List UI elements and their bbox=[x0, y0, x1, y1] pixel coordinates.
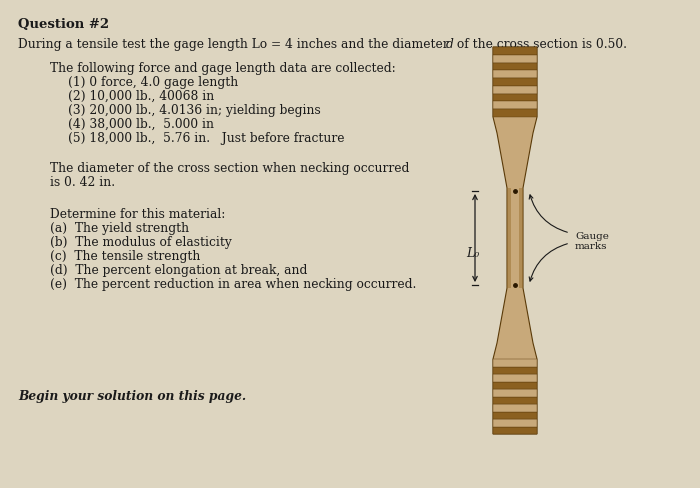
Text: (c)  The tensile strength: (c) The tensile strength bbox=[50, 249, 200, 263]
Text: (5) 18,000 lb.,  5.76 in.   Just before fracture: (5) 18,000 lb., 5.76 in. Just before fra… bbox=[68, 132, 344, 145]
Polygon shape bbox=[493, 389, 537, 397]
Text: d: d bbox=[446, 38, 454, 51]
Polygon shape bbox=[493, 63, 537, 71]
Text: Begin your solution on this page.: Begin your solution on this page. bbox=[18, 389, 246, 402]
Polygon shape bbox=[493, 359, 537, 367]
Text: (1) 0 force, 4.0 gage length: (1) 0 force, 4.0 gage length bbox=[68, 76, 238, 89]
Text: (a)  The yield strength: (a) The yield strength bbox=[50, 222, 189, 235]
Polygon shape bbox=[493, 367, 537, 374]
Polygon shape bbox=[493, 110, 537, 118]
Text: Question #2: Question #2 bbox=[18, 18, 109, 31]
Text: L₀: L₀ bbox=[466, 246, 480, 260]
Polygon shape bbox=[507, 189, 511, 288]
Polygon shape bbox=[493, 71, 537, 79]
Text: The diameter of the cross section when necking occurred: The diameter of the cross section when n… bbox=[50, 162, 410, 175]
Polygon shape bbox=[493, 56, 537, 63]
Text: (e)  The percent reduction in area when necking occurred.: (e) The percent reduction in area when n… bbox=[50, 278, 416, 290]
Polygon shape bbox=[493, 404, 537, 412]
Text: Gauge
marks: Gauge marks bbox=[575, 231, 609, 251]
Polygon shape bbox=[493, 427, 537, 434]
Text: is 0. 42 in.: is 0. 42 in. bbox=[50, 176, 115, 189]
Polygon shape bbox=[493, 102, 537, 110]
Text: (4) 38,000 lb.,  5.000 in: (4) 38,000 lb., 5.000 in bbox=[68, 118, 214, 131]
Text: (d)  The percent elongation at break, and: (d) The percent elongation at break, and bbox=[50, 264, 307, 276]
Text: (3) 20,000 lb., 4.0136 in; yielding begins: (3) 20,000 lb., 4.0136 in; yielding begi… bbox=[68, 104, 321, 117]
Text: (2) 10,000 lb., 40068 in: (2) 10,000 lb., 40068 in bbox=[68, 90, 214, 103]
Polygon shape bbox=[493, 412, 537, 419]
Polygon shape bbox=[493, 419, 537, 427]
Polygon shape bbox=[493, 374, 537, 382]
Polygon shape bbox=[493, 48, 537, 434]
Polygon shape bbox=[493, 397, 537, 404]
Text: of the cross section is 0.50.: of the cross section is 0.50. bbox=[453, 38, 627, 51]
Polygon shape bbox=[519, 189, 523, 288]
Text: The following force and gage length data are collected:: The following force and gage length data… bbox=[50, 62, 395, 75]
Polygon shape bbox=[493, 87, 537, 95]
Polygon shape bbox=[493, 79, 537, 87]
Polygon shape bbox=[493, 382, 537, 389]
Polygon shape bbox=[493, 95, 537, 102]
Text: During a tensile test the gage length Lo = 4 inches and the diameter: During a tensile test the gage length Lo… bbox=[18, 38, 452, 51]
Polygon shape bbox=[493, 48, 537, 56]
Text: Determine for this material:: Determine for this material: bbox=[50, 207, 225, 221]
Text: (b)  The modulus of elasticity: (b) The modulus of elasticity bbox=[50, 236, 232, 248]
